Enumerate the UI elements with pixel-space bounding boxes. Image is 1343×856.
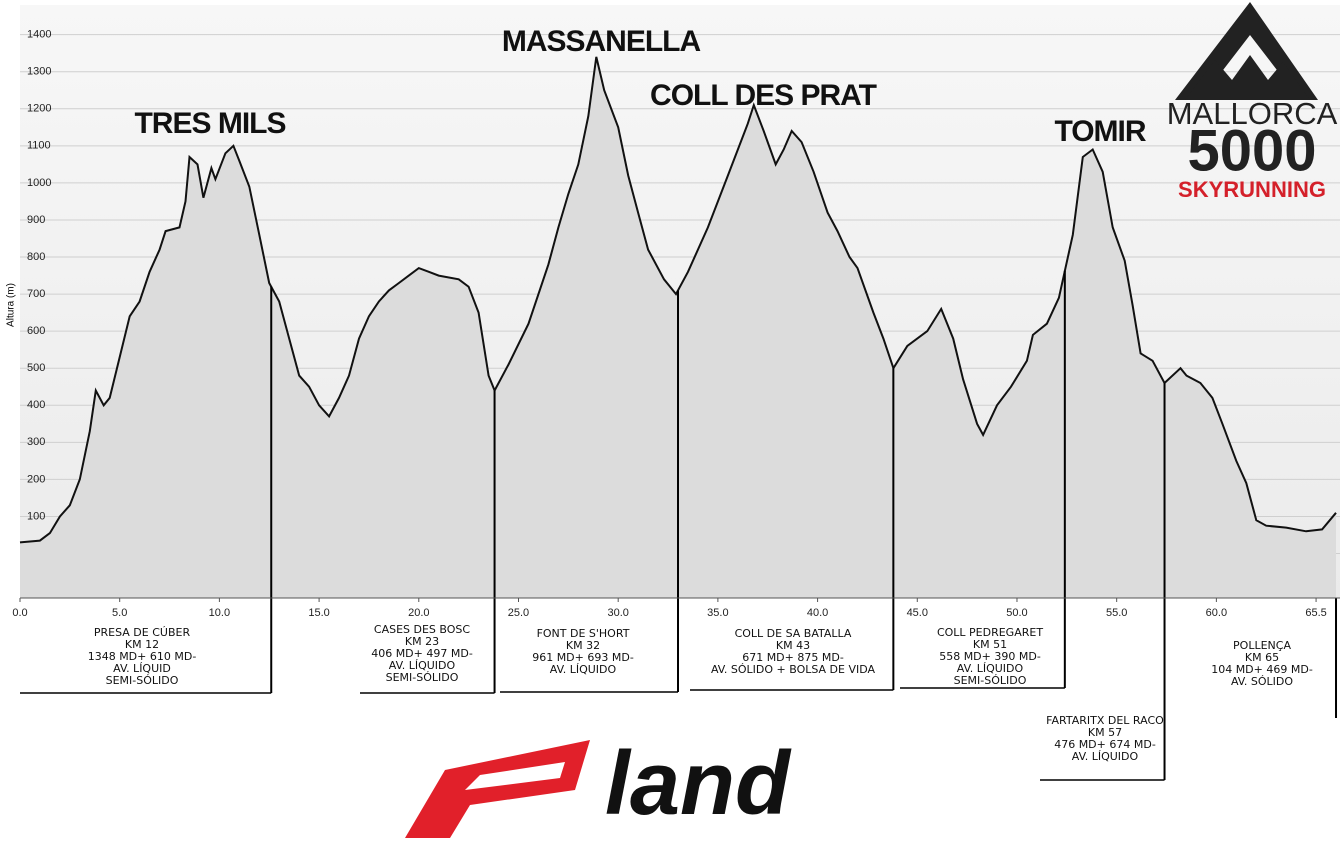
aid-station-text: 961 MD+ 693 MD- <box>532 651 634 664</box>
peak-label: MASSANELLA <box>502 25 701 58</box>
y-tick-label: 700 <box>27 288 45 300</box>
aid-station-text: KM 57 <box>1088 726 1122 739</box>
peak-label: TOMIR <box>1054 115 1146 148</box>
x-tick-label: 35.0 <box>707 607 728 619</box>
aid-station-text: FARTARITX DEL RACO <box>1046 714 1164 727</box>
aid-station-text: SEMI-SÓLIDO <box>106 674 179 687</box>
x-tick-label: 25.0 <box>508 607 529 619</box>
x-tick-label: 0.0 <box>12 607 27 619</box>
sponsor-logo: land <box>405 734 792 838</box>
aid-station-text: 104 MD+ 469 MD- <box>1211 663 1313 676</box>
y-tick-label: 1400 <box>27 29 51 41</box>
y-tick-label: 1200 <box>27 103 51 115</box>
x-tick-label: 55.0 <box>1106 607 1127 619</box>
x-tick-label: 15.0 <box>308 607 329 619</box>
aid-station-text: KM 51 <box>973 638 1007 651</box>
y-tick-label: 600 <box>27 325 45 337</box>
aid-station-text: KM 32 <box>566 639 600 652</box>
aid-station-text: AV. LÍQUIDO <box>389 659 456 672</box>
aid-station-text: 558 MD+ 390 MD- <box>939 650 1041 663</box>
y-tick-label: 900 <box>27 214 45 226</box>
aid-station-text: AV. LÍQUIDO <box>957 662 1024 675</box>
y-tick-label: 1300 <box>27 66 51 78</box>
x-tick-label: 5.0 <box>112 607 127 619</box>
peak-label: TRES MILS <box>134 107 285 140</box>
y-tick-label: 800 <box>27 251 45 263</box>
aid-station-text: COLL PEDREGARET <box>937 626 1043 639</box>
aid-station-text: 1348 MD+ 610 MD- <box>88 650 197 663</box>
logo-text: MALLORCA <box>1167 96 1338 131</box>
aid-station-text: CASES DES BOSC <box>374 623 471 636</box>
y-tick-label: 500 <box>27 362 45 374</box>
x-tick-label: 65.5 <box>1305 607 1326 619</box>
aid-station-text: AV. LÍQUIDO <box>1072 750 1139 763</box>
x-tick-label: 20.0 <box>408 607 429 619</box>
x-tick-label: 45.0 <box>907 607 928 619</box>
x-tick-label: 40.0 <box>807 607 828 619</box>
aid-station-text: 476 MD+ 674 MD- <box>1054 738 1156 751</box>
aid-station-text: SEMI-SÓLIDO <box>386 671 459 684</box>
logo: MALLORCA 5000 SKYRUNNING <box>1167 2 1338 202</box>
y-tick-label: 1100 <box>27 140 51 152</box>
aid-station-text: 406 MD+ 497 MD- <box>371 647 473 660</box>
aid-station-text: 671 MD+ 875 MD- <box>742 651 844 664</box>
aid-station-text: POLLENÇA <box>1233 639 1291 652</box>
aid-station-text: AV. LÍQUID <box>113 662 171 675</box>
y-axis-label: Altura (m) <box>6 283 17 327</box>
profile-line <box>19 56 1337 544</box>
y-tick-label: 300 <box>27 436 45 448</box>
x-tick-label: 50.0 <box>1006 607 1027 619</box>
x-tick-label: 10.0 <box>209 607 230 619</box>
aid-station-text: KM 65 <box>1245 651 1279 664</box>
aid-station-text: PRESA DE CÚBER <box>94 626 191 639</box>
aid-station-text: KM 23 <box>405 635 439 648</box>
aid-station-text: FONT DE S'HORT <box>537 627 630 640</box>
aid-station-text: COLL DE SA BATALLA <box>735 627 852 640</box>
aid-station-text: AV. LÍQUIDO <box>550 663 617 676</box>
y-tick-label: 1000 <box>27 177 51 189</box>
aid-station-text: SEMI-SÓLIDO <box>954 674 1027 687</box>
y-tick-label: 200 <box>27 473 45 485</box>
y-tick-label: 100 <box>27 510 45 522</box>
x-tick-label: 60.0 <box>1206 607 1227 619</box>
aid-station-text: AV. SÓLIDO + BOLSA DE VIDA <box>711 663 876 676</box>
y-tick-label: 400 <box>27 399 45 411</box>
aid-station-text: AV. SÓLIDO <box>1231 675 1293 688</box>
logo-text: 5000 <box>1187 118 1316 183</box>
peak-label: COLL DES PRAT <box>650 79 877 112</box>
aid-station-text: KM 43 <box>776 639 810 652</box>
logo-text: SKYRUNNING <box>1178 177 1326 202</box>
x-tick-label: 30.0 <box>607 607 628 619</box>
aid-station-text: KM 12 <box>125 638 159 651</box>
sponsor-text: land <box>605 734 792 834</box>
